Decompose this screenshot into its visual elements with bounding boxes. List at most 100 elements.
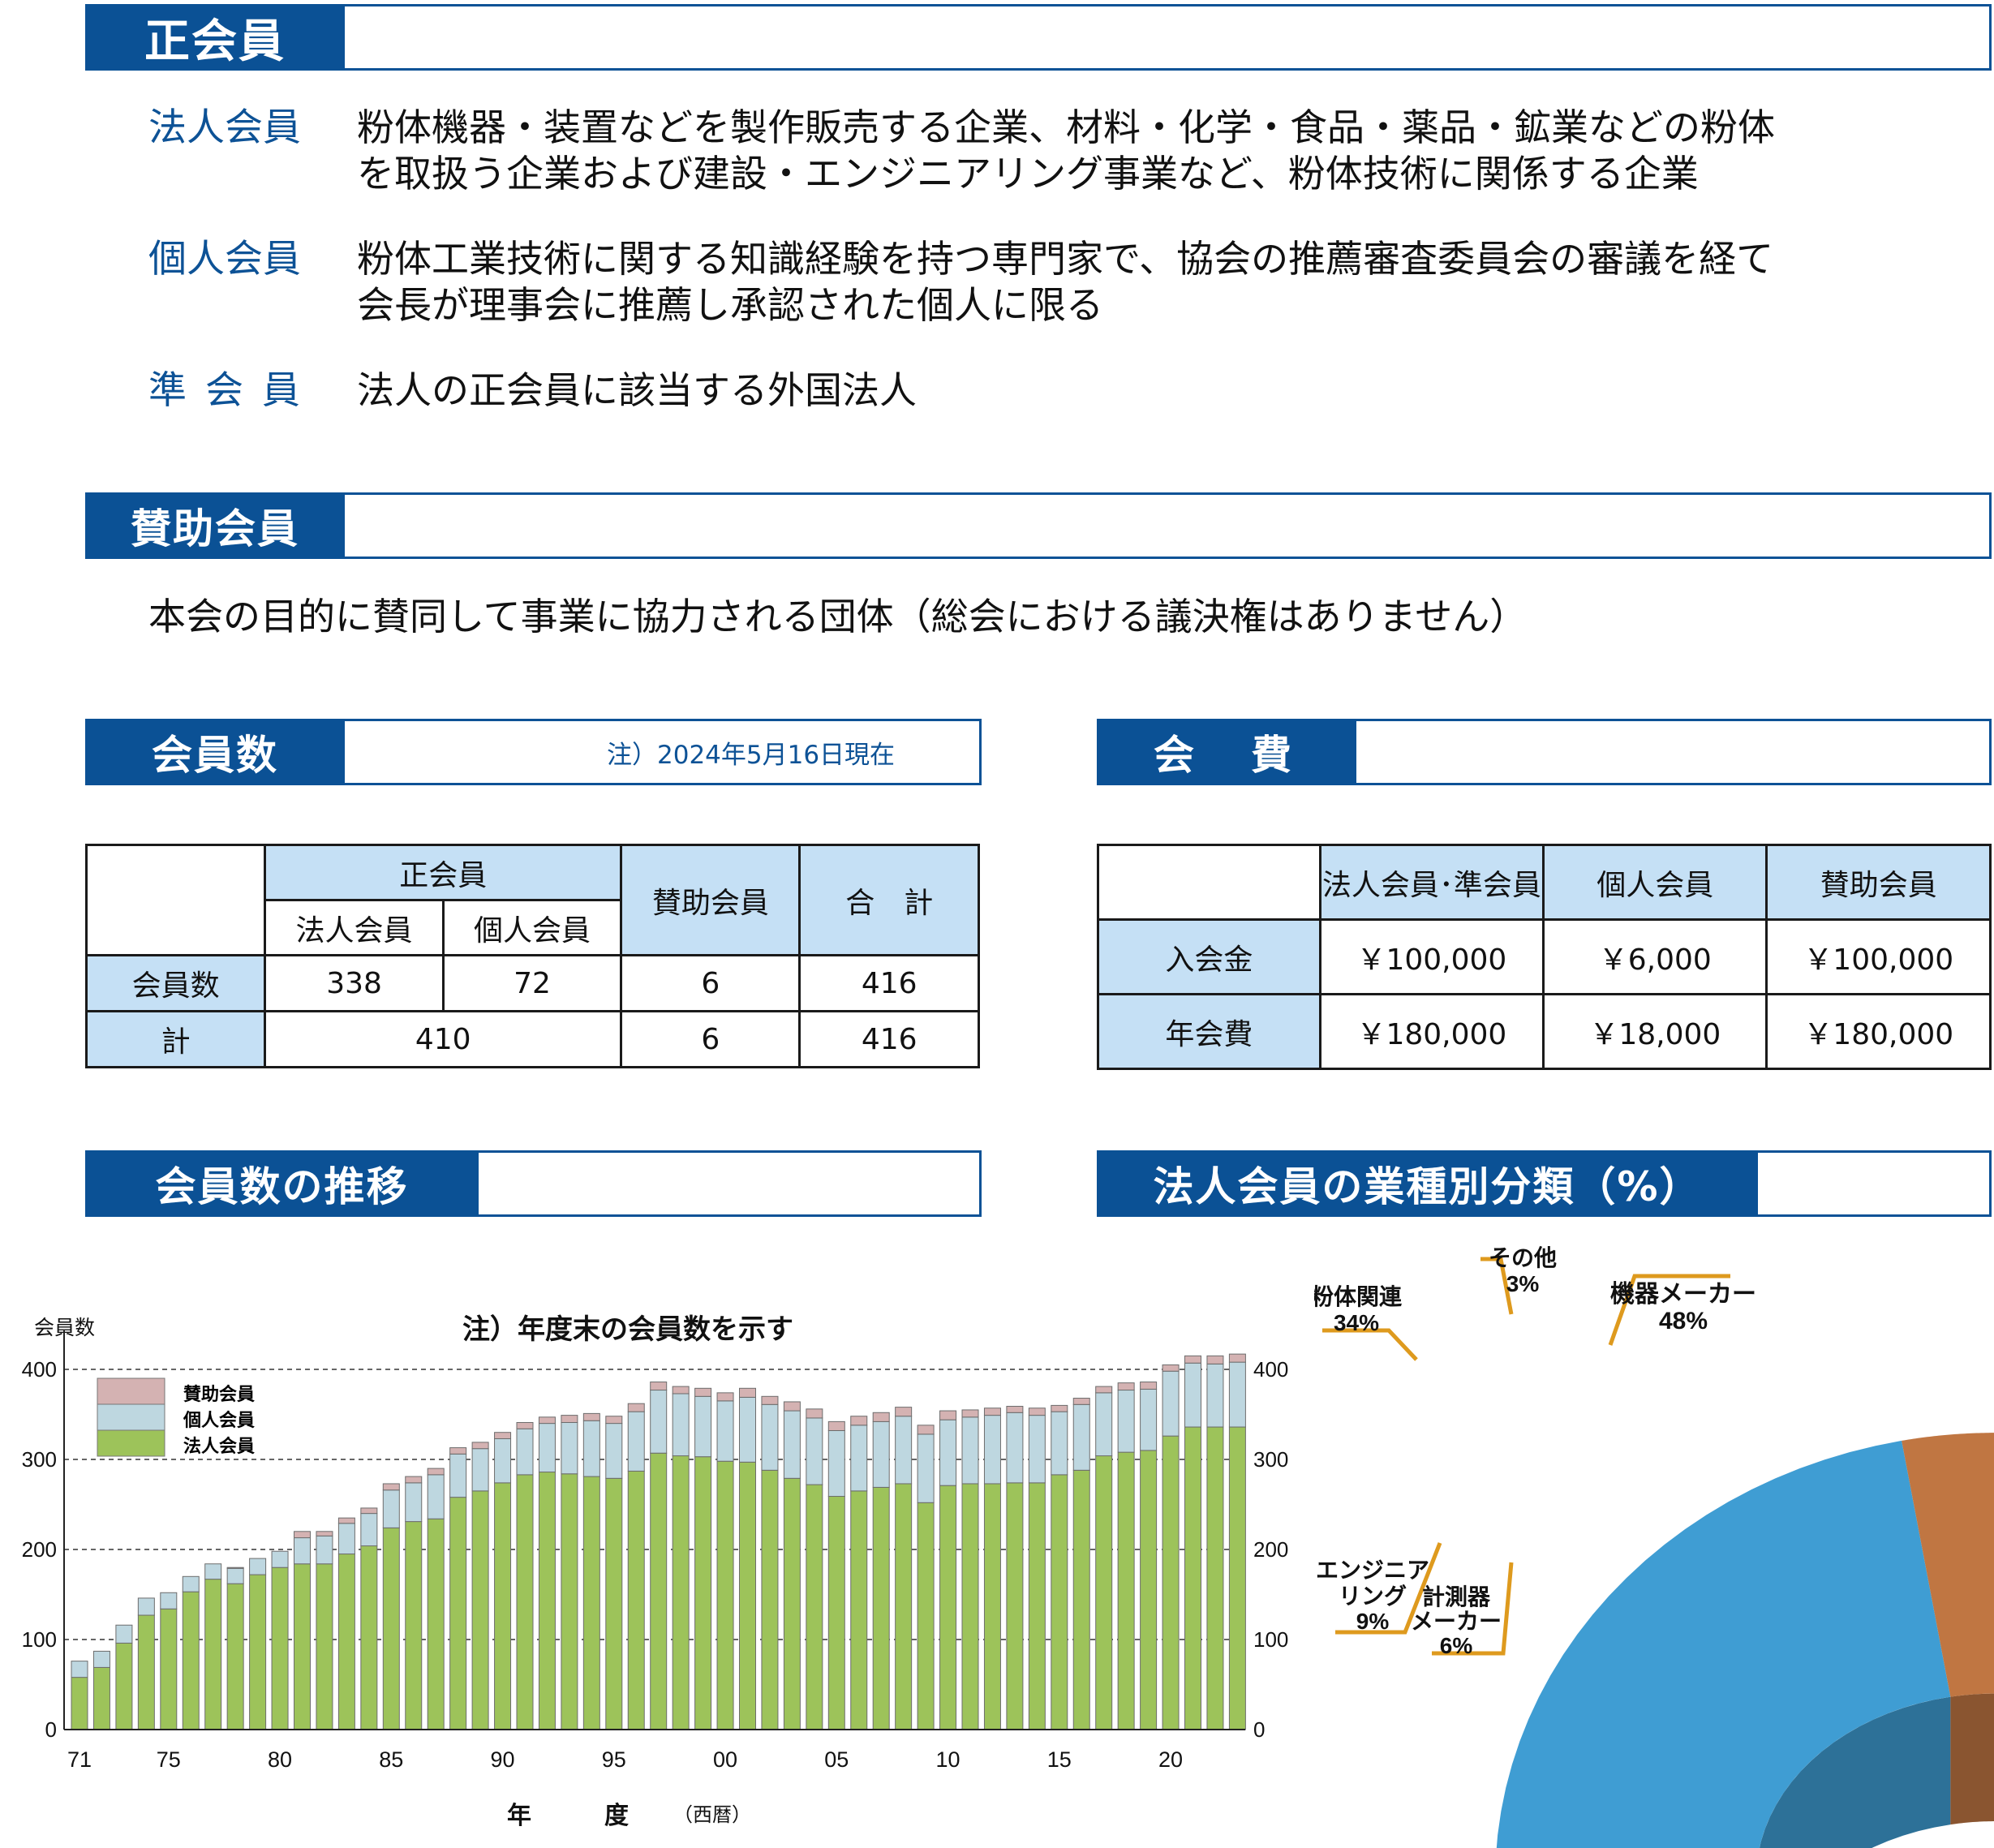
bar-segment — [739, 1461, 756, 1730]
bar-stack — [427, 1468, 445, 1730]
bar-segment — [983, 1415, 1001, 1485]
bar-stack — [294, 1531, 311, 1730]
bar-segment — [1206, 1426, 1224, 1730]
bar-segment — [405, 1476, 423, 1484]
as-of-date-note: 注）2024年5月16日現在 — [607, 740, 896, 770]
bar-segment — [961, 1409, 979, 1418]
header-corporate: 法人会員 — [264, 899, 445, 956]
header-individual: 個人会員 — [1542, 844, 1768, 921]
bar-segment — [449, 1447, 467, 1455]
cell-total: 416 — [798, 954, 980, 1012]
bar-stack — [226, 1567, 244, 1730]
bar-segment — [471, 1490, 489, 1730]
bar-stack — [182, 1575, 200, 1730]
bar-segment — [471, 1442, 489, 1450]
bar-segment — [1117, 1451, 1135, 1730]
supporting-member-description: 本会の目的に賛同して事業に協力される団体（総会における議決権はありません） — [148, 595, 1528, 638]
section-header-industry-breakdown: 法人会員の業種別分類（%） — [1097, 1150, 1992, 1217]
bar-stack — [92, 1650, 110, 1730]
cell-individual: 72 — [441, 954, 623, 1012]
donut-label: 3% — [1506, 1271, 1540, 1296]
bar-segment — [716, 1460, 734, 1730]
segment-top-4 — [1902, 1433, 1994, 1697]
legend-label-supporting: 賛助会員 — [183, 1384, 255, 1404]
bar-segment — [1117, 1390, 1135, 1453]
bar-stack — [1162, 1364, 1180, 1730]
bar-segment — [1228, 1426, 1246, 1730]
bar-segment — [271, 1550, 289, 1568]
table-row: 会員数 338 72 6 416 — [84, 954, 980, 1012]
bar-segment — [226, 1583, 244, 1730]
donut-label: 機器メーカー — [1610, 1281, 1756, 1308]
bar-segment — [895, 1483, 913, 1730]
bar-stack — [316, 1531, 333, 1730]
bar-segment — [582, 1412, 600, 1421]
x-tick: 75 — [157, 1747, 181, 1772]
fee-value: ￥100,000 — [1318, 918, 1545, 995]
section-header-fees: 会 費 — [1097, 719, 1992, 785]
header-regular: 正会員 — [264, 844, 623, 901]
bar-stack — [360, 1507, 378, 1730]
bar-segment — [895, 1416, 913, 1485]
x-tick-labels: 71 75 80 85 90 95 00 05 10 15 20 — [67, 1747, 1183, 1772]
bar-segment — [1228, 1361, 1246, 1428]
bar-segment — [1206, 1363, 1224, 1428]
bar-series — [71, 1353, 1246, 1730]
bar-stack — [1006, 1406, 1024, 1730]
bar-stack — [783, 1401, 801, 1730]
bar-segment — [739, 1396, 756, 1463]
legend: 賛助会員 個人会員 法人会員 — [97, 1377, 255, 1457]
bar-segment — [337, 1523, 355, 1555]
bar-stack — [405, 1476, 423, 1730]
bar-segment — [895, 1407, 913, 1417]
bar-segment — [382, 1527, 400, 1730]
fee-value: ￥180,000 — [1318, 993, 1545, 1070]
bar-segment — [650, 1452, 668, 1730]
bar-stack — [761, 1395, 779, 1730]
bar-segment — [783, 1477, 801, 1730]
bar-stack — [1072, 1398, 1090, 1730]
donut-label: 粉体関連 — [1314, 1284, 1403, 1309]
bar-segment — [1162, 1370, 1180, 1437]
bar-segment — [405, 1482, 423, 1523]
bar-stack — [137, 1597, 155, 1730]
bar-segment — [605, 1477, 623, 1730]
bar-segment — [382, 1483, 400, 1491]
bar-segment — [917, 1502, 935, 1730]
bar-segment — [294, 1531, 311, 1539]
bar-segment — [1140, 1382, 1158, 1390]
bar-segment — [1117, 1382, 1135, 1391]
bar-segment — [827, 1496, 845, 1730]
y-tick: 400 — [22, 1357, 57, 1382]
bar-segment — [783, 1410, 801, 1479]
member-type-description: 粉体機器・装置などを製作販売する企業、材料・化学・食品・薬品・鉱業などの粉体 — [357, 105, 1775, 149]
bar-segment — [694, 1456, 712, 1730]
section-header-regular-members: 正会員 — [85, 4, 1992, 71]
x-tick: 10 — [936, 1747, 960, 1772]
bar-segment — [1095, 1455, 1113, 1730]
bar-segment — [1184, 1362, 1201, 1428]
bar-segment — [783, 1401, 801, 1412]
bar-segment — [806, 1484, 823, 1730]
chart-note: 注）年度末の会員数を示す — [462, 1313, 793, 1345]
row-label: 入会金 — [1097, 918, 1321, 995]
row-label: 会員数 — [84, 954, 267, 1012]
legend-swatch-supporting — [97, 1377, 165, 1405]
legend-swatch-corporate — [97, 1429, 165, 1457]
donut-label: 9% — [1356, 1609, 1390, 1634]
bar-segment — [516, 1428, 534, 1476]
bar-segment — [582, 1476, 600, 1730]
bar-segment — [449, 1497, 467, 1730]
x-tick: 71 — [67, 1747, 92, 1772]
bar-segment — [494, 1438, 512, 1484]
bar-segment — [316, 1535, 333, 1565]
bar-segment — [427, 1474, 445, 1519]
bar-segment — [1028, 1415, 1046, 1484]
bar-segment — [204, 1579, 222, 1730]
bar-stack — [1140, 1382, 1158, 1730]
bar-segment — [137, 1614, 155, 1730]
x-tick: 80 — [268, 1747, 292, 1772]
bar-segment — [1228, 1353, 1246, 1363]
